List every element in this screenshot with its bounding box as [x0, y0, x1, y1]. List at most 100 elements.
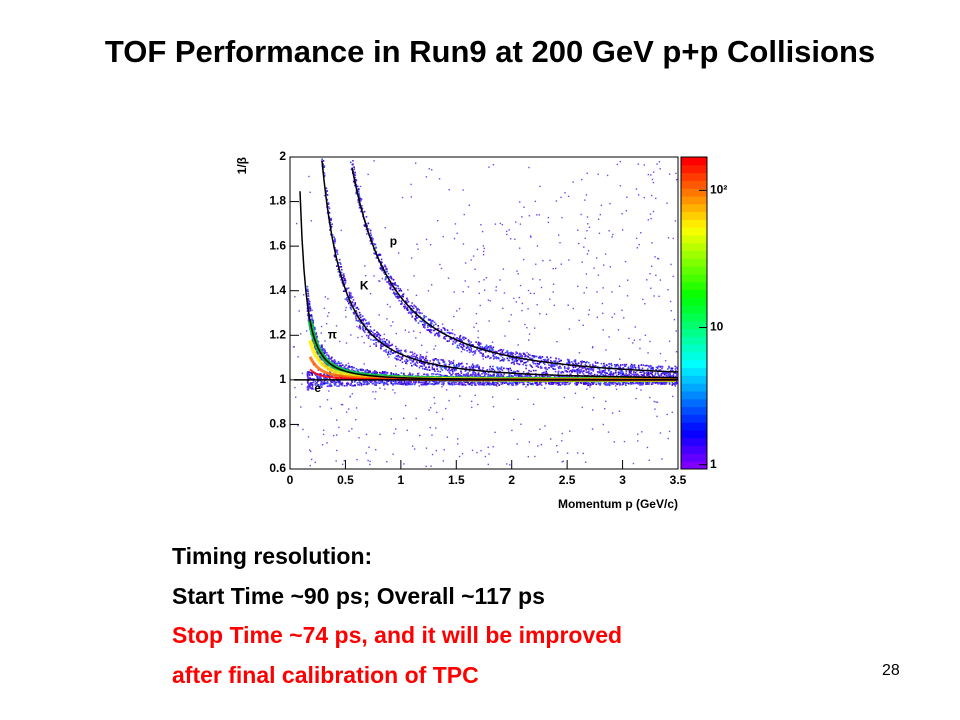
density-dot	[350, 382, 352, 385]
noise-dot	[453, 315, 455, 318]
density-dot	[412, 355, 415, 358]
density-dot	[408, 380, 410, 382]
density-dot	[581, 367, 583, 369]
density-dot	[405, 358, 408, 361]
density-dot	[452, 367, 455, 370]
density-dot	[571, 368, 574, 371]
density-dot	[464, 367, 467, 369]
density-dot	[401, 355, 404, 358]
density-dot	[448, 332, 451, 334]
density-dot	[409, 308, 412, 311]
noise-dot	[432, 362, 435, 364]
density-dot	[645, 364, 648, 367]
density-dot	[398, 356, 401, 358]
density-dot	[665, 374, 668, 376]
density-dot	[525, 361, 528, 363]
density-dot	[357, 319, 360, 322]
density-dot	[431, 368, 434, 370]
noise-dot	[597, 274, 600, 276]
noise-dot	[584, 237, 586, 240]
density-dot	[516, 383, 519, 385]
density-dot	[352, 159, 354, 162]
density-dot	[667, 371, 670, 374]
density-dot	[359, 327, 362, 330]
noise-dot	[615, 388, 618, 391]
density-dot	[496, 373, 499, 375]
density-dot	[591, 381, 594, 384]
density-dot	[580, 381, 582, 384]
density-dot	[427, 363, 430, 366]
density-dot	[462, 343, 465, 346]
density-dot	[406, 299, 409, 301]
density-dot	[413, 383, 416, 386]
density-dot	[379, 267, 382, 269]
density-dot	[473, 365, 475, 367]
density-dot	[657, 382, 660, 385]
density-dot	[388, 276, 391, 279]
density-dot	[390, 276, 393, 278]
density-dot	[617, 373, 620, 376]
density-dot	[338, 362, 341, 365]
density-dot	[499, 359, 502, 362]
density-dot	[531, 383, 534, 386]
noise-dot	[599, 213, 602, 216]
density-dot	[502, 349, 505, 351]
density-dot	[366, 382, 369, 384]
noise-dot	[567, 195, 570, 198]
density-dot	[416, 309, 418, 312]
density-dot	[391, 282, 394, 285]
density-dot	[404, 350, 407, 353]
density-dot	[647, 365, 650, 367]
density-dot	[357, 369, 359, 371]
density-dot	[378, 337, 381, 340]
density-dot	[334, 240, 336, 243]
density-dot	[607, 369, 610, 372]
density-dot	[413, 363, 415, 366]
density-dot	[657, 374, 660, 376]
density-dot	[549, 365, 552, 367]
noise-dot	[408, 331, 410, 333]
noise-dot	[561, 440, 563, 442]
density-dot	[462, 348, 464, 351]
density-dot	[452, 361, 454, 364]
density-dot	[394, 292, 396, 294]
density-dot	[426, 359, 428, 362]
density-dot	[671, 382, 674, 384]
noise-dot	[626, 196, 628, 198]
density-dot	[421, 367, 424, 370]
density-dot	[308, 319, 310, 321]
density-dot	[478, 350, 480, 352]
density-dot	[674, 383, 676, 386]
density-dot	[369, 232, 372, 234]
density-dot	[616, 383, 618, 386]
density-dot	[311, 374, 314, 377]
density-dot	[374, 332, 376, 335]
density-dot	[416, 354, 418, 357]
density-dot	[323, 380, 325, 383]
density-dot	[651, 373, 653, 376]
density-dot	[539, 361, 541, 364]
density-dot	[514, 371, 516, 373]
density-dot	[463, 336, 466, 339]
density-dot	[456, 346, 459, 349]
density-dot	[529, 354, 531, 357]
density-dot	[484, 346, 486, 349]
density-dot	[579, 372, 581, 374]
density-dot	[532, 369, 535, 372]
density-dot	[449, 372, 451, 375]
density-dot	[651, 371, 654, 374]
density-dot	[418, 311, 420, 314]
density-dot	[375, 344, 377, 346]
density-dot	[640, 364, 643, 366]
density-dot	[648, 381, 651, 384]
noise-dot	[554, 267, 557, 270]
density-dot	[637, 366, 640, 369]
density-dot	[572, 365, 574, 368]
density-dot	[434, 382, 437, 385]
noise-dot	[384, 227, 386, 229]
noise-dot	[567, 304, 569, 306]
density-dot	[423, 364, 426, 367]
density-dot	[414, 318, 416, 320]
density-dot	[600, 362, 603, 365]
density-dot	[527, 372, 529, 374]
